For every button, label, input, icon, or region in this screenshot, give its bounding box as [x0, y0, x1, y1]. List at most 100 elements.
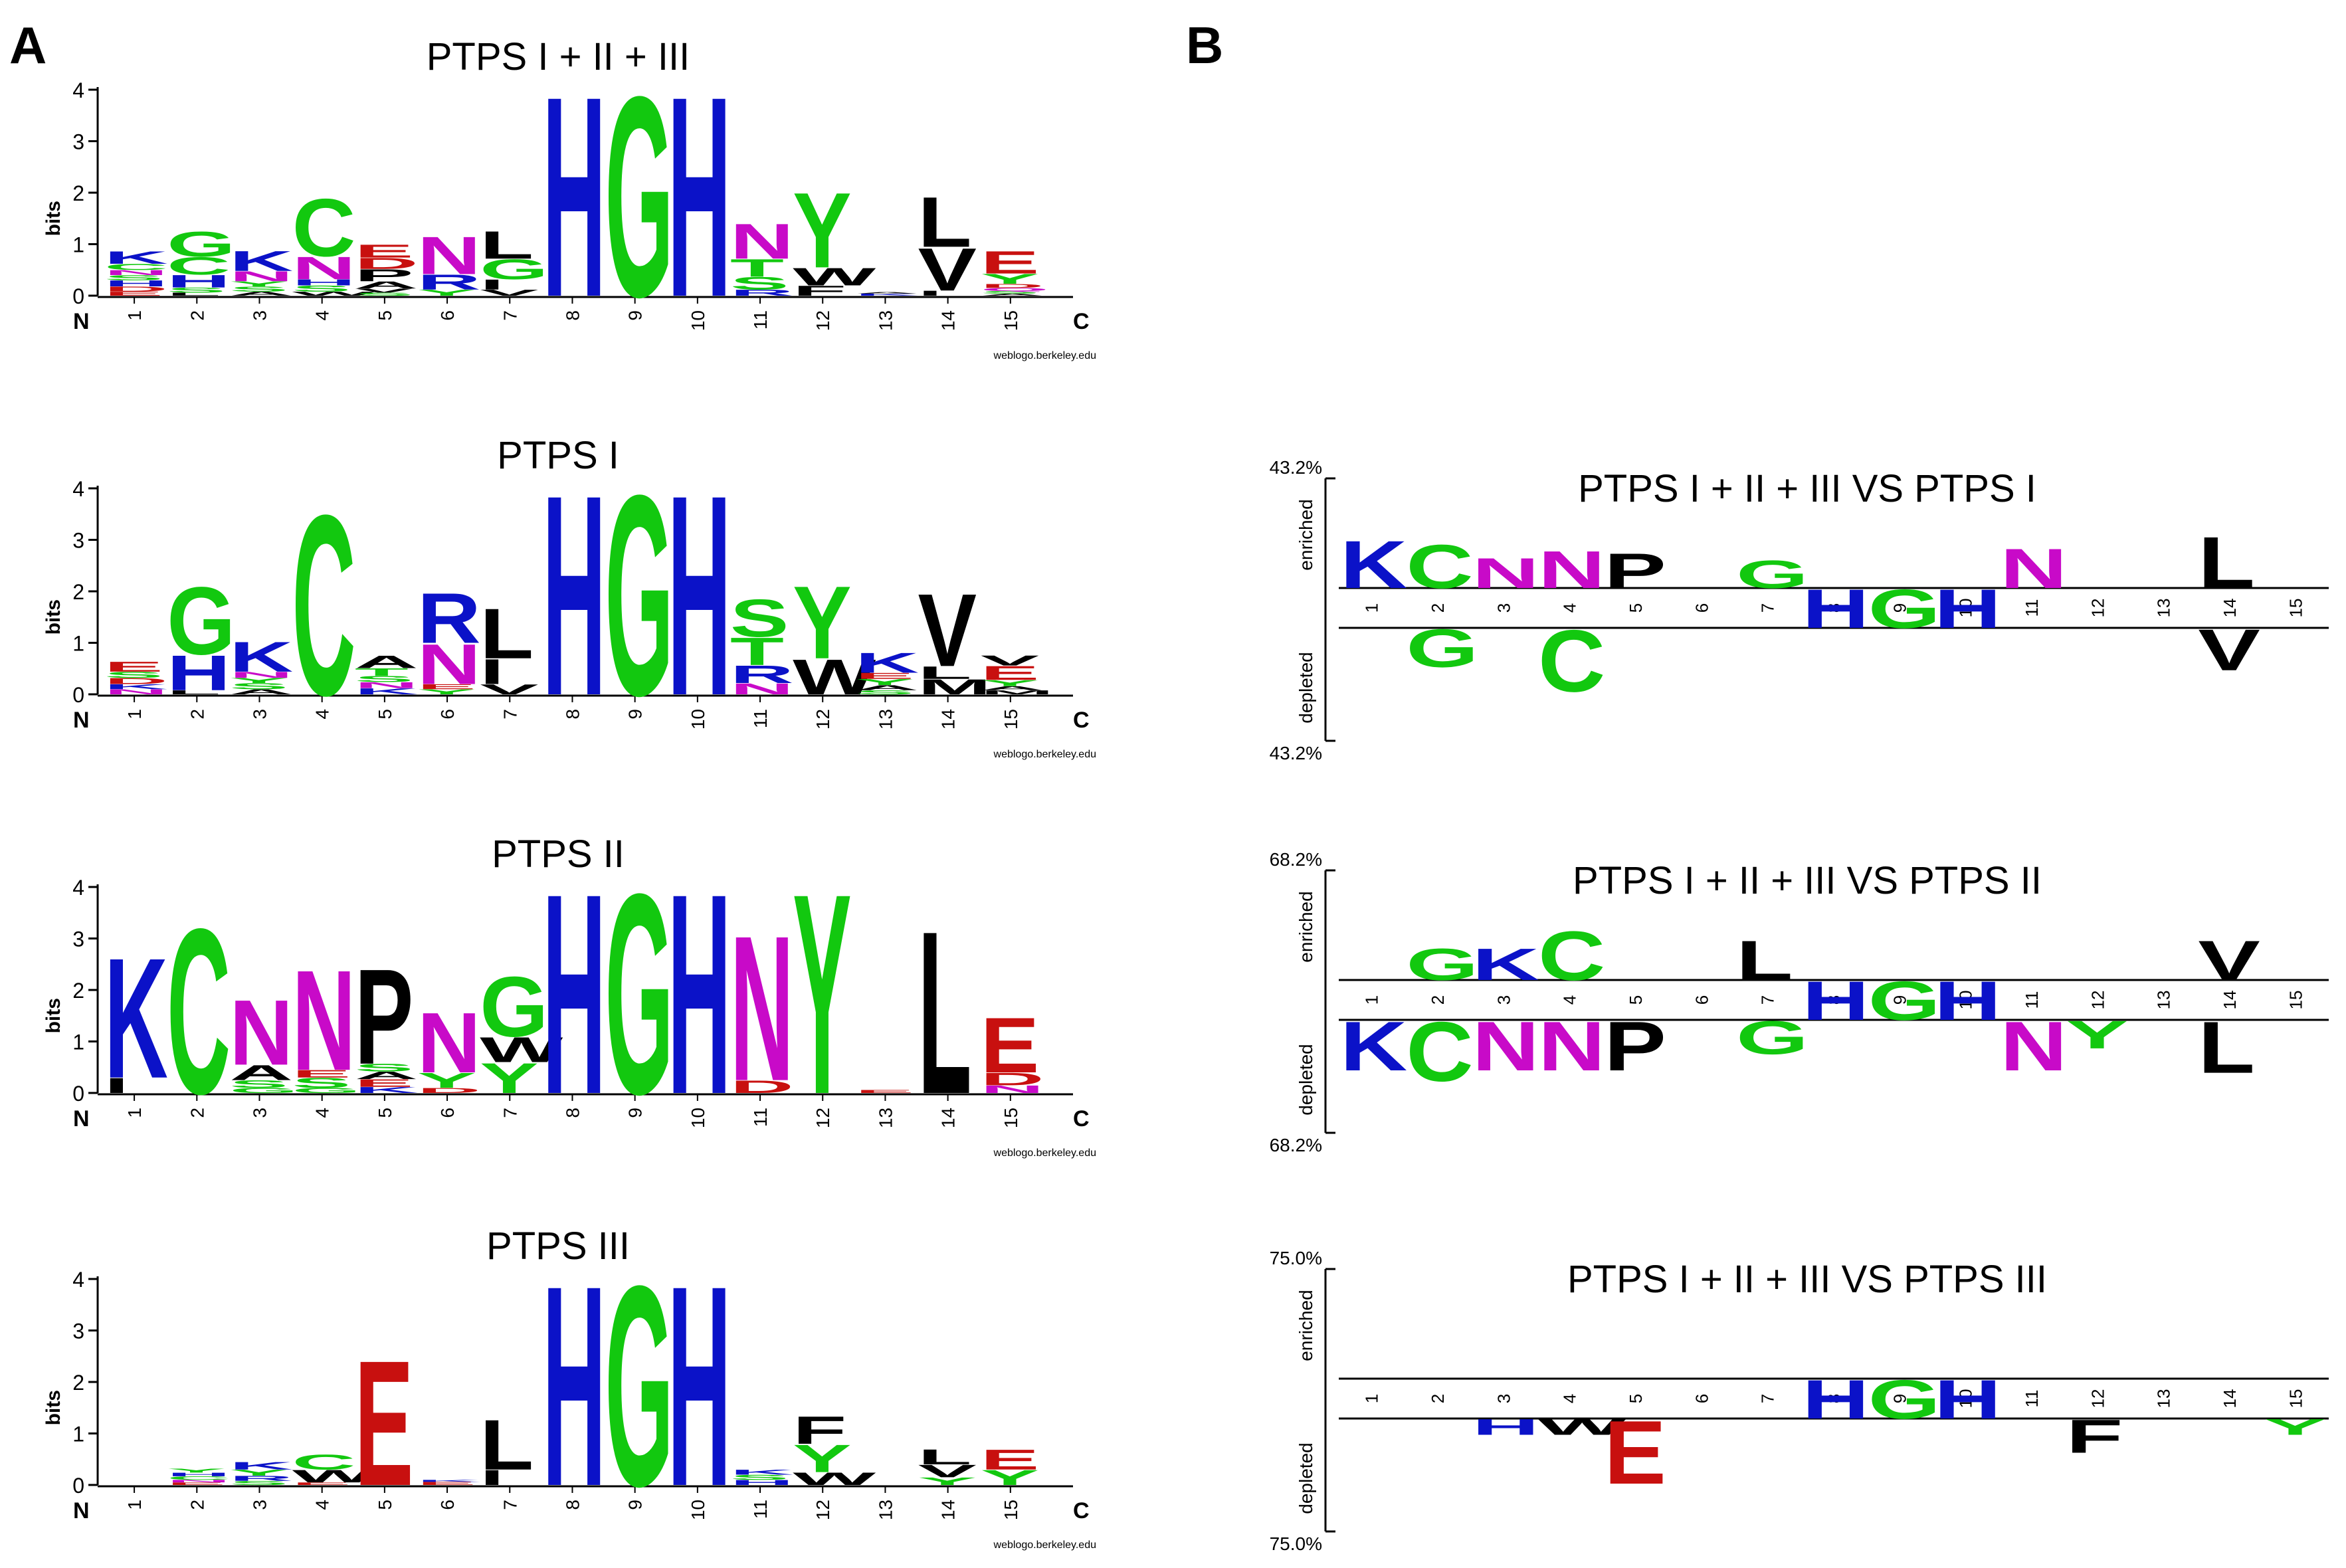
depleted-residue: P — [1604, 1008, 1666, 1086]
residue-glyph: E — [292, 1068, 351, 1080]
residue-glyph: H — [292, 278, 356, 287]
position-label: 2 — [187, 1500, 207, 1510]
position-label: 12 — [2088, 599, 2107, 618]
position-label: 1 — [124, 1500, 145, 1510]
residue-glyph: D — [730, 1077, 794, 1097]
weblogo-credit: weblogo.berkeley.edu — [993, 1539, 1096, 1551]
position-label: 13 — [875, 709, 896, 730]
position-label: 11 — [750, 310, 771, 330]
position-label: 1 — [124, 709, 145, 720]
position-label: 2 — [187, 709, 207, 720]
scale-top-label: 75.0% — [1270, 1248, 1322, 1268]
residue-glyph: R — [417, 270, 481, 294]
depleted-residue: K — [1340, 1008, 1407, 1086]
position-label: 4 — [312, 310, 333, 321]
residue-glyph: N — [417, 995, 481, 1091]
residue-glyph: N — [355, 680, 419, 690]
y-axis-label: bits — [43, 1390, 64, 1425]
residue-glyph: S — [104, 670, 163, 680]
residue-glyph: Y — [417, 288, 476, 297]
position-label: 9 — [1890, 995, 1909, 1005]
y-tick-label: 4 — [72, 876, 84, 900]
logo-title: PTPS II — [492, 833, 625, 876]
depleted-residue: Y — [2066, 1013, 2128, 1056]
residue-glyph: S — [167, 286, 225, 294]
position-label: 2 — [187, 1108, 207, 1118]
residue-glyph: N — [229, 268, 293, 284]
position-label: 12 — [813, 709, 833, 730]
residue-glyph: C — [167, 879, 231, 1143]
residue-glyph: N — [730, 892, 794, 1124]
position-label: 8 — [562, 310, 583, 321]
position-label: 2 — [1428, 995, 1448, 1005]
residue-glyph: L — [918, 663, 972, 683]
residue-glyph: L — [918, 884, 972, 1143]
position-label: 9 — [1890, 1394, 1909, 1403]
position-label: 15 — [1001, 1108, 1021, 1128]
scale-top-label: 68.2% — [1270, 849, 1322, 870]
residue-glyph: W — [793, 1469, 876, 1489]
residue-glyph: E — [981, 245, 1039, 280]
residue-glyph: E — [417, 1481, 476, 1486]
position-label: 13 — [875, 310, 896, 331]
position-label: 1 — [1362, 603, 1382, 613]
residue-glyph: R — [229, 1474, 293, 1482]
position-label: 11 — [750, 1500, 771, 1519]
position-label: 11 — [2022, 599, 2042, 617]
position-label: 6 — [1692, 995, 1711, 1005]
residue-glyph: M — [918, 675, 991, 699]
residue-glyph: E — [104, 659, 163, 675]
position-label: 14 — [938, 310, 959, 331]
residue-glyph: Y — [981, 678, 1039, 688]
comparison-title: PTPS I + II + III VS PTPS III — [1567, 1258, 2047, 1301]
n-terminus-label: N — [73, 708, 90, 733]
residue-glyph: S — [355, 674, 413, 684]
residue-glyph: N — [104, 688, 168, 696]
conserved-residue: H — [1934, 579, 2001, 640]
position-label: 4 — [1560, 1394, 1580, 1403]
residue-glyph: N — [167, 1479, 231, 1483]
residue-glyph: K — [855, 647, 919, 679]
position-label: 7 — [500, 1108, 520, 1118]
conserved-residue: H — [1934, 1369, 2001, 1430]
position-label: 7 — [1758, 1394, 1778, 1403]
position-label: 4 — [312, 1500, 333, 1510]
residue-glyph: G — [292, 1086, 361, 1094]
position-label: 1 — [124, 1108, 145, 1118]
conserved-residue: H — [1802, 1369, 1869, 1430]
position-label: 8 — [562, 1108, 583, 1118]
enriched-residue: V — [2198, 929, 2260, 992]
residue-glyph: V — [918, 236, 977, 304]
residue-glyph: S — [229, 285, 288, 293]
residue-glyph: D — [104, 676, 168, 686]
residue-glyph: A — [229, 688, 293, 696]
weblogo-credit: weblogo.berkeley.edu — [993, 1147, 1096, 1159]
residue-glyph: W — [793, 262, 876, 290]
residue-glyph: A — [981, 293, 1044, 296]
residue-glyph: S — [229, 1480, 288, 1486]
position-label: 3 — [1494, 603, 1514, 613]
residue-glyph: H — [167, 271, 231, 291]
residue-glyph: G — [605, 37, 674, 357]
y-tick-label: 0 — [72, 683, 84, 707]
residue-glyph: Y — [417, 1068, 476, 1092]
residue-glyph: W — [480, 1030, 563, 1070]
residue-glyph: W — [292, 290, 376, 297]
position-label: 11 — [750, 1108, 771, 1127]
residue-glyph: S — [730, 274, 789, 294]
scale-top-label: 43.2% — [1270, 457, 1322, 478]
residue-glyph: Y — [793, 171, 851, 290]
position-label: 8 — [562, 1500, 583, 1510]
residue-glyph: Y — [793, 834, 851, 1154]
y-tick-label: 1 — [72, 233, 84, 257]
two-sample-logo: PTPS I + II + III VS PTPS II 68.2% 68.2% en… — [1270, 849, 2329, 1155]
residue-glyph: E — [167, 1482, 225, 1486]
position-label: 7 — [500, 310, 520, 321]
weblogo-credit: weblogo.berkeley.edu — [993, 350, 1096, 361]
position-label: 11 — [750, 709, 771, 728]
c-terminus-label: C — [1073, 708, 1090, 733]
residue-glyph: Y — [981, 271, 1039, 287]
position-label: 1 — [1362, 995, 1382, 1005]
residue-glyph: D — [355, 255, 419, 272]
residue-glyph: G — [605, 436, 674, 755]
